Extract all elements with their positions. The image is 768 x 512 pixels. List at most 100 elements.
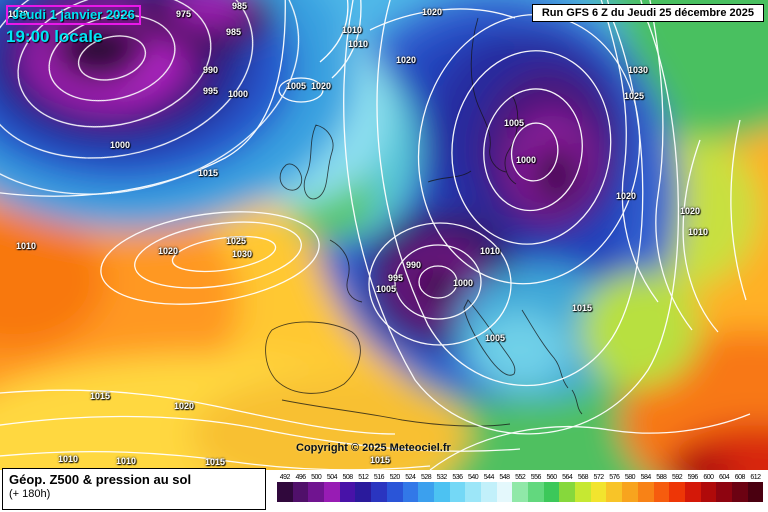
colorbar-cell: 520 — [386, 473, 403, 502]
colorbar-cell: 604 — [716, 473, 732, 502]
colorbar-swatch — [747, 482, 764, 502]
pressure-label: 1015 — [90, 391, 111, 401]
colorbar-cell: 600 — [700, 473, 717, 502]
colorbar-swatch — [277, 482, 293, 502]
colorbar-cell: 532 — [433, 473, 450, 502]
geopotential-field — [0, 0, 768, 470]
pressure-label: 1020 — [311, 81, 332, 91]
colorbar-value: 596 — [687, 474, 699, 481]
colorbar-value: 512 — [358, 474, 369, 481]
valid-time: 19:00 locale — [6, 27, 103, 46]
colorbar-cell: 612 — [747, 473, 764, 502]
colorbar-swatch — [716, 482, 732, 502]
pressure-label: 1005 — [376, 284, 397, 294]
colorbar-value: 496 — [295, 474, 306, 481]
colorbar-value: 584 — [640, 474, 652, 481]
pressure-label: 1005 — [504, 118, 525, 128]
weather-map: 1030 975 985 985 990 995 1000 1005 1020 1010 1010 1… — [0, 0, 768, 470]
colorbar-swatch — [371, 482, 387, 502]
pressure-label: 1030 — [628, 65, 649, 75]
colorbar-value: 492 — [279, 474, 291, 481]
colorbar-cell: 596 — [684, 473, 701, 502]
colorbar-swatch — [731, 482, 748, 502]
colorbar-swatch — [684, 482, 701, 502]
pressure-label: 1015 — [370, 455, 391, 465]
colorbar-swatch — [637, 482, 654, 502]
colorbar-cell: 552 — [512, 473, 528, 502]
colorbar-cell: 592 — [669, 473, 685, 502]
colorbar-value: 592 — [671, 474, 683, 481]
colorbar-value: 536 — [452, 474, 463, 481]
colorbar-value: 516 — [373, 474, 385, 481]
colorbar-cell: 528 — [418, 473, 434, 502]
colorbar-cell: 584 — [637, 473, 654, 502]
forecast-offset: (+ 180h) — [9, 487, 51, 500]
pressure-label: 1030 — [232, 249, 253, 259]
colorbar-value: 564 — [562, 474, 573, 481]
colorbar-value: 556 — [530, 474, 542, 481]
colorbar-cell: 504 — [324, 473, 340, 502]
colorbar-value: 532 — [436, 474, 448, 481]
colorbar-value: 508 — [342, 474, 354, 481]
colorbar-swatch — [480, 482, 497, 502]
colorbar-cell: 564 — [559, 473, 576, 502]
colorbar-value: 504 — [326, 474, 338, 481]
pressure-label: 1010 — [342, 25, 363, 35]
legend-bar: Géop. Z500 & pression au sol (+ 180h) 49… — [0, 468, 768, 512]
colorbar-value: 544 — [483, 474, 495, 481]
pressure-label: 985 — [232, 1, 248, 11]
pressure-label: 1025 — [226, 236, 247, 246]
colorbar-cell: 500 — [308, 473, 325, 502]
colorbar-swatch — [355, 482, 372, 502]
colorbar-value: 540 — [468, 474, 479, 481]
pressure-label: 995 — [388, 273, 404, 283]
colorbar-value: 524 — [405, 474, 416, 481]
colorbar-swatch — [449, 482, 466, 502]
pressure-label: 990 — [203, 65, 219, 75]
colorbar-value: 600 — [703, 474, 714, 481]
colorbar-swatch — [543, 482, 560, 502]
colorbar-cell: 512 — [355, 473, 372, 502]
colorbar-swatch — [653, 482, 670, 502]
colorbar: 492 496 500 504 508 512 516 520 524 528 532 536 540 5… — [277, 473, 764, 502]
colorbar-cell: 496 — [292, 473, 309, 502]
colorbar-swatch — [496, 482, 513, 502]
pressure-label: 1015 — [205, 457, 226, 467]
pressure-label: 1000 — [453, 278, 474, 288]
colorbar-swatch — [575, 482, 591, 502]
colorbar-swatch — [292, 482, 309, 502]
colorbar-cell: 548 — [496, 473, 513, 502]
pressure-label: 1015 — [572, 303, 593, 313]
colorbar-cell: 580 — [622, 473, 638, 502]
colorbar-value: 560 — [546, 474, 557, 481]
colorbar-swatch — [512, 482, 528, 502]
colorbar-value: 568 — [577, 474, 589, 481]
colorbar-value: 576 — [609, 474, 620, 481]
colorbar-swatch — [418, 482, 434, 502]
colorbar-swatch — [324, 482, 340, 502]
pressure-label: 1010 — [116, 456, 137, 466]
colorbar-cell: 608 — [731, 473, 748, 502]
colorbar-swatch — [622, 482, 638, 502]
colorbar-swatch — [559, 482, 576, 502]
pressure-label: 975 — [176, 9, 192, 19]
pressure-label: 1010 — [58, 454, 79, 464]
colorbar-cell: 572 — [590, 473, 607, 502]
colorbar-cell: 544 — [480, 473, 497, 502]
pressure-label: 1000 — [228, 89, 249, 99]
pressure-label: 1025 — [624, 91, 645, 101]
colorbar-cell: 568 — [575, 473, 591, 502]
colorbar-value: 528 — [420, 474, 432, 481]
colorbar-cell: 556 — [528, 473, 544, 502]
colorbar-value: 580 — [624, 474, 636, 481]
pressure-label: 1020 — [680, 206, 701, 216]
pressure-label: 1015 — [198, 168, 219, 178]
pressure-labels: 1030 975 985 985 990 995 1000 1005 1020 1010 1010 1… — [8, 1, 708, 467]
colorbar-cell: 516 — [371, 473, 387, 502]
pressure-label: 1030 — [8, 9, 29, 19]
colorbar-cell: 540 — [465, 473, 481, 502]
pressure-label: 1020 — [616, 191, 637, 201]
colorbar-cell: 524 — [402, 473, 419, 502]
pressure-label: 1020 — [422, 7, 443, 17]
